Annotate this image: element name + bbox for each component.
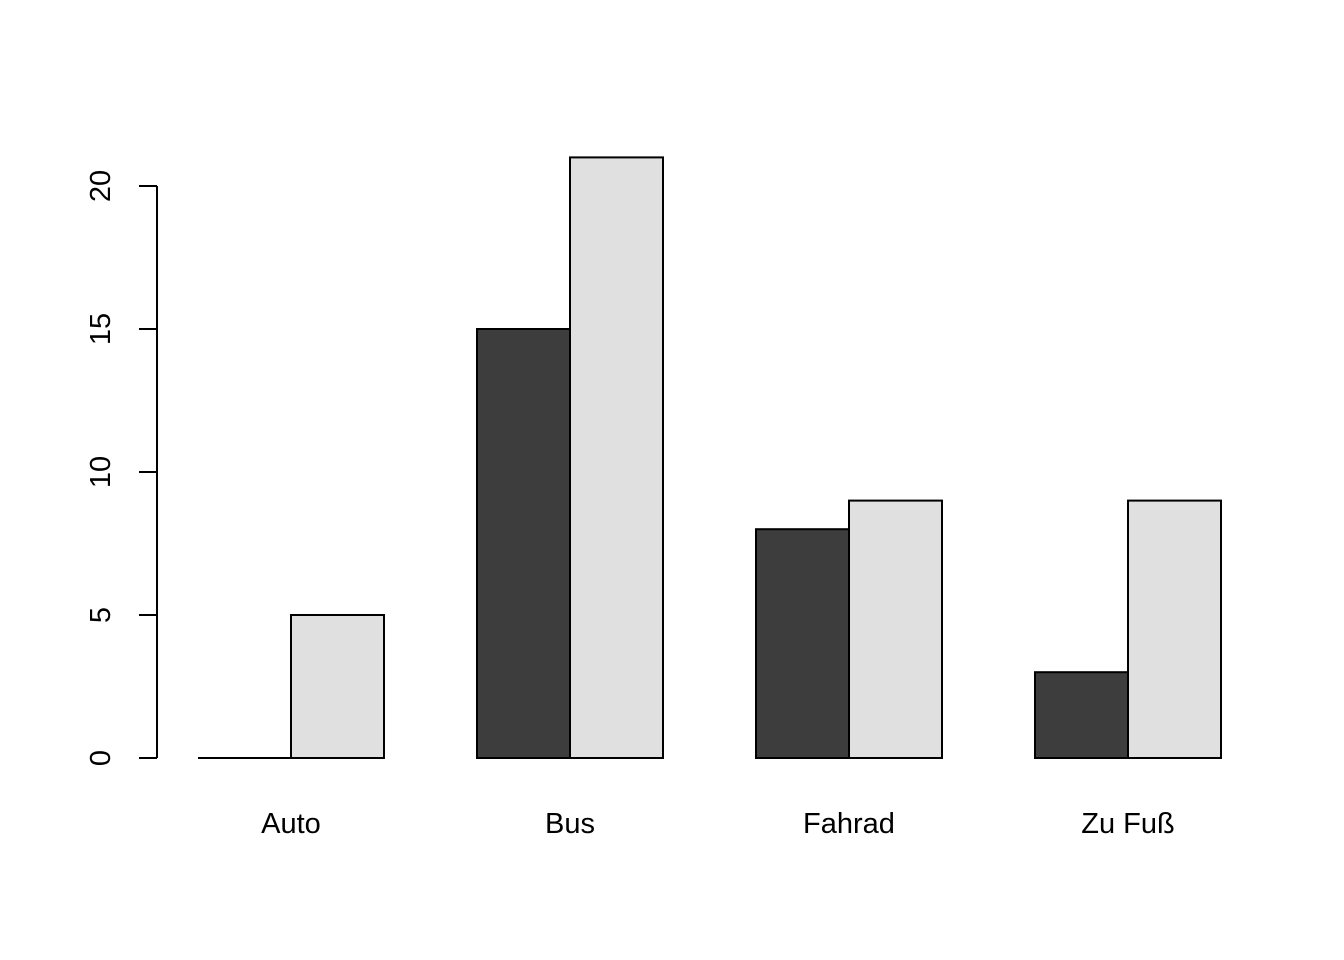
bar bbox=[848, 499, 943, 759]
x-category-label: Fahrad bbox=[803, 808, 895, 840]
bar bbox=[290, 614, 385, 759]
x-category-label: Auto bbox=[261, 808, 321, 840]
y-tick-label: 10 bbox=[85, 456, 117, 488]
x-category-label: Zu Fuß bbox=[1081, 808, 1174, 840]
y-tick-label: 15 bbox=[85, 313, 117, 345]
y-tick-label: 5 bbox=[85, 607, 117, 623]
bar bbox=[1034, 671, 1129, 760]
y-axis: 0 5 10 15 20 bbox=[85, 170, 158, 766]
bar bbox=[476, 328, 571, 759]
x-axis-labels: Auto Bus Fahrad Zu Fuß bbox=[261, 808, 1175, 840]
bar bbox=[1127, 499, 1222, 759]
bar bbox=[755, 528, 850, 760]
y-tick-label: 0 bbox=[85, 750, 117, 766]
bars bbox=[198, 156, 1222, 760]
bar bbox=[569, 156, 664, 759]
y-tick-label: 20 bbox=[85, 170, 117, 202]
x-category-label: Bus bbox=[545, 808, 595, 840]
